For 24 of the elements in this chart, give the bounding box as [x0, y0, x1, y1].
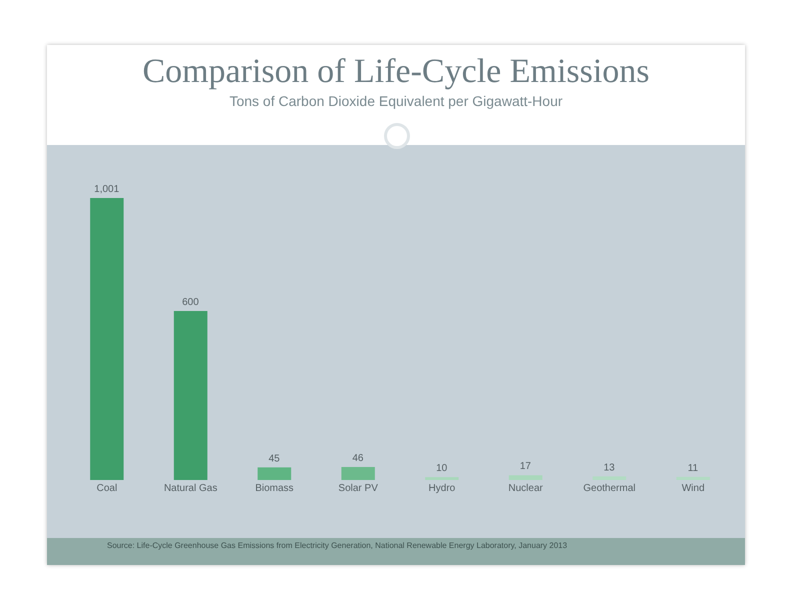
x-tick-label: Biomass	[255, 483, 294, 494]
x-tick-label: Solar PV	[338, 483, 378, 494]
source-note: Source: Life-Cycle Greenhouse Gas Emissions from Electricity Generation, National Renewable Energy Laboratory, January 2013	[47, 538, 745, 565]
data-label: 17	[520, 461, 532, 472]
chart-title: Comparison of Life-Cycle Emissions	[141, 53, 651, 91]
x-tick-label: Coal	[96, 483, 118, 494]
data-label: 46	[352, 453, 364, 464]
data-label: 10	[436, 463, 448, 474]
bar	[258, 467, 292, 480]
x-tick-label: Wind	[682, 483, 705, 494]
x-tick-label: Natural Gas	[164, 483, 218, 494]
data-label: 13	[604, 462, 616, 474]
data-label: 1,001	[94, 184, 120, 195]
bar	[174, 310, 208, 480]
x-tick-label: Nuclear	[508, 483, 544, 494]
bar	[508, 475, 542, 480]
data-label: 11	[688, 462, 699, 474]
bar	[90, 198, 124, 480]
data-label: 600	[182, 296, 200, 308]
chart-subtitle: Tons of Carbon Dioxide Equivalent per Gigawatt-Hour	[228, 93, 564, 109]
data-label: 45	[268, 453, 280, 464]
bar	[341, 467, 375, 480]
x-tick-label: Geothermal	[583, 483, 636, 494]
x-tick-label: Hydro	[428, 483, 456, 494]
